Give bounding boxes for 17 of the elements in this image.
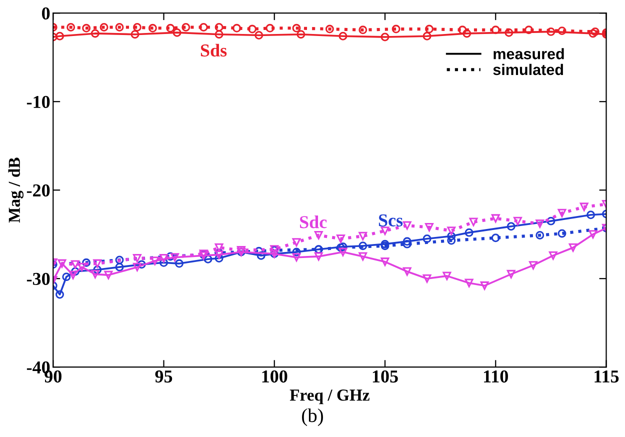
x-axis-title: Freq / GHz — [290, 390, 370, 404]
x-tick-label: 115 — [594, 370, 619, 383]
text: (b) — [302, 408, 323, 426]
x-tick-label: 95 — [155, 370, 172, 383]
y-tick-label: -30 — [26, 272, 50, 286]
y-tick-label: -20 — [26, 184, 50, 197]
series-label: simulated — [493, 64, 563, 76]
y-axis-title: Mag / dB — [8, 158, 24, 223]
annotation: Sds — [200, 44, 227, 57]
series-label: measured — [494, 48, 564, 60]
x-tick-label: 110 — [484, 370, 508, 383]
annotation: Sdc — [300, 216, 327, 228]
x-tick-label: 100 — [262, 370, 288, 383]
y-tick-label: 0 — [42, 7, 50, 20]
x-tick-label: 105 — [372, 370, 398, 383]
y-tick-label: -10 — [26, 96, 50, 108]
annotation: Scs — [378, 214, 403, 226]
